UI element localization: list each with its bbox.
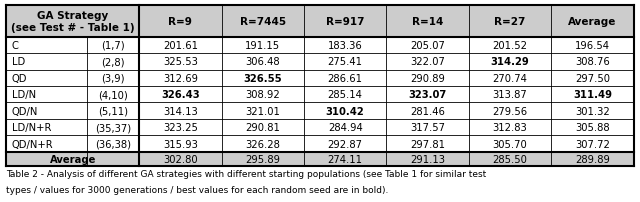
Text: 297.50: 297.50 bbox=[575, 73, 610, 83]
Text: (4,10): (4,10) bbox=[98, 90, 128, 100]
Text: 315.93: 315.93 bbox=[163, 139, 198, 149]
Text: (2,8): (2,8) bbox=[101, 57, 125, 67]
Text: 275.41: 275.41 bbox=[328, 57, 363, 67]
Bar bbox=[6, 6, 634, 37]
Text: 317.57: 317.57 bbox=[410, 123, 445, 133]
Text: 323.25: 323.25 bbox=[163, 123, 198, 133]
Text: QD/N: QD/N bbox=[12, 106, 38, 116]
Text: 201.52: 201.52 bbox=[492, 41, 527, 50]
Text: R=9: R=9 bbox=[168, 17, 192, 27]
Text: Average: Average bbox=[568, 17, 616, 27]
Text: 307.72: 307.72 bbox=[575, 139, 610, 149]
Text: 308.76: 308.76 bbox=[575, 57, 610, 67]
Text: 286.61: 286.61 bbox=[328, 73, 363, 83]
Text: 285.14: 285.14 bbox=[328, 90, 363, 100]
Text: 311.49: 311.49 bbox=[573, 90, 612, 100]
Text: 291.13: 291.13 bbox=[410, 155, 445, 164]
Text: R=917: R=917 bbox=[326, 17, 364, 27]
Text: 326.28: 326.28 bbox=[245, 139, 280, 149]
Text: LD: LD bbox=[12, 57, 25, 67]
Text: R=14: R=14 bbox=[412, 17, 444, 27]
Text: R=7445: R=7445 bbox=[239, 17, 286, 27]
Text: 302.80: 302.80 bbox=[163, 155, 198, 164]
Text: 285.50: 285.50 bbox=[493, 155, 527, 164]
Text: types / values for 3000 generations / best values for each random seed are in bo: types / values for 3000 generations / be… bbox=[6, 185, 388, 194]
Bar bbox=[6, 152, 634, 167]
Text: 290.89: 290.89 bbox=[410, 73, 445, 83]
Text: QD: QD bbox=[12, 73, 27, 83]
Text: 201.61: 201.61 bbox=[163, 41, 198, 50]
Text: 322.07: 322.07 bbox=[410, 57, 445, 67]
Text: Average: Average bbox=[49, 155, 96, 164]
Text: 305.70: 305.70 bbox=[493, 139, 527, 149]
Text: R=27: R=27 bbox=[494, 17, 525, 27]
Text: 314.29: 314.29 bbox=[491, 57, 529, 67]
Text: (36,38): (36,38) bbox=[95, 139, 131, 149]
Text: 196.54: 196.54 bbox=[575, 41, 610, 50]
Text: 183.36: 183.36 bbox=[328, 41, 362, 50]
Text: 305.88: 305.88 bbox=[575, 123, 610, 133]
Text: 308.92: 308.92 bbox=[245, 90, 280, 100]
Text: 314.13: 314.13 bbox=[163, 106, 198, 116]
Text: 323.07: 323.07 bbox=[408, 90, 447, 100]
Text: 270.74: 270.74 bbox=[493, 73, 527, 83]
Text: 326.43: 326.43 bbox=[161, 90, 200, 100]
Text: 205.07: 205.07 bbox=[410, 41, 445, 50]
Text: 279.56: 279.56 bbox=[492, 106, 527, 116]
Text: 191.15: 191.15 bbox=[245, 41, 280, 50]
Text: 290.81: 290.81 bbox=[245, 123, 280, 133]
Text: 312.69: 312.69 bbox=[163, 73, 198, 83]
Text: 284.94: 284.94 bbox=[328, 123, 362, 133]
Text: (1,7): (1,7) bbox=[101, 41, 125, 50]
Text: (35,37): (35,37) bbox=[95, 123, 131, 133]
Text: 306.48: 306.48 bbox=[245, 57, 280, 67]
Text: C: C bbox=[12, 41, 19, 50]
Text: 326.55: 326.55 bbox=[243, 73, 282, 83]
Text: 297.81: 297.81 bbox=[410, 139, 445, 149]
Text: 289.89: 289.89 bbox=[575, 155, 610, 164]
Text: (3,9): (3,9) bbox=[101, 73, 125, 83]
Text: 325.53: 325.53 bbox=[163, 57, 198, 67]
Text: LD/N+R: LD/N+R bbox=[12, 123, 51, 133]
Text: 281.46: 281.46 bbox=[410, 106, 445, 116]
Text: 312.83: 312.83 bbox=[493, 123, 527, 133]
Text: 313.87: 313.87 bbox=[493, 90, 527, 100]
Text: LD/N: LD/N bbox=[12, 90, 36, 100]
Text: 274.11: 274.11 bbox=[328, 155, 363, 164]
Text: 301.32: 301.32 bbox=[575, 106, 610, 116]
Text: 321.01: 321.01 bbox=[245, 106, 280, 116]
Text: GA Strategy
(see Test # - Table 1): GA Strategy (see Test # - Table 1) bbox=[11, 11, 134, 33]
Text: 292.87: 292.87 bbox=[328, 139, 363, 149]
Text: QD/N+R: QD/N+R bbox=[12, 139, 53, 149]
Text: 295.89: 295.89 bbox=[245, 155, 280, 164]
Text: (5,11): (5,11) bbox=[98, 106, 128, 116]
Text: Table 2 - Analysis of different GA strategies with different starting population: Table 2 - Analysis of different GA strat… bbox=[6, 169, 486, 178]
Text: 310.42: 310.42 bbox=[326, 106, 365, 116]
